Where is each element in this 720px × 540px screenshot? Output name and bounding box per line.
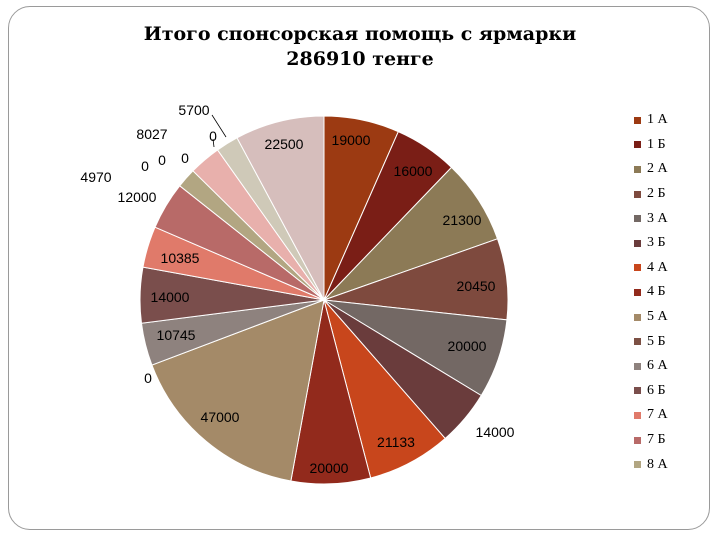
data-label-5: 20000	[448, 338, 487, 354]
leader-line-21	[211, 114, 227, 138]
data-label-2: 16000	[394, 163, 433, 179]
legend-item-5: 3 А	[634, 206, 714, 231]
legend-item-7: 4 А	[634, 256, 714, 281]
legend-swatch	[634, 313, 641, 321]
leader-line-20	[212, 138, 215, 148]
legend-swatch	[634, 264, 641, 272]
data-label-12: 14000	[151, 289, 190, 305]
data-label-17: 0	[158, 152, 166, 168]
data-label-22: 22500	[265, 136, 304, 152]
legend-swatch	[634, 116, 641, 124]
chart-title-line-2: 286910 тенге	[286, 48, 434, 70]
legend-label: 1 А	[647, 112, 668, 128]
legend-label: 5 Б	[647, 333, 666, 349]
legend-swatch	[634, 190, 641, 198]
legend-item-11: 6 А	[634, 354, 714, 379]
legend-swatch	[634, 387, 641, 395]
legend-item-3: 2 А	[634, 157, 714, 182]
legend-label: 3 А	[647, 210, 668, 226]
data-label-20: 0	[209, 128, 217, 144]
legend-item-4: 2 Б	[634, 182, 714, 207]
legend-label: 8 А	[647, 456, 668, 472]
data-label-13: 10385	[161, 250, 200, 266]
data-label-7: 21133	[377, 434, 415, 450]
legend-swatch	[634, 362, 641, 370]
legend-label: 7 А	[647, 407, 668, 423]
data-label-8: 20000	[310, 460, 349, 476]
legend-item-6: 3 Б	[634, 231, 714, 256]
legend-item-2: 1 Б	[634, 133, 714, 158]
legend-label: 1 Б	[647, 136, 666, 152]
legend-item-12: 6 Б	[634, 379, 714, 404]
legend-item-10: 5 Б	[634, 329, 714, 354]
legend-swatch	[634, 436, 641, 444]
legend-label: 2 А	[647, 161, 668, 177]
legend-label: 6 А	[647, 358, 668, 374]
data-label-11: 10745	[157, 327, 196, 343]
legend-label: 5 А	[647, 309, 668, 325]
legend-label: 2 Б	[647, 186, 666, 202]
legend-swatch	[634, 288, 641, 296]
data-label-18: 0	[181, 150, 189, 166]
data-label-19: 8027	[136, 126, 167, 142]
data-label-6: 14000	[476, 424, 515, 440]
legend-swatch	[634, 461, 641, 469]
legend-label: 3 Б	[647, 235, 666, 251]
legend-label: 4 Б	[647, 284, 666, 300]
data-label-1: 19000	[332, 132, 371, 148]
pie-slice-22	[236, 115, 325, 301]
data-label-10: 0	[144, 370, 152, 386]
chart-title: Итого спонсорская помощь с ярмарки 28691…	[0, 22, 720, 72]
legend-swatch	[634, 338, 641, 346]
legend-label: 4 А	[647, 259, 668, 275]
legend-label: 7 Б	[647, 432, 666, 448]
data-label-16: 0	[141, 158, 149, 174]
chart-title-line-1: Итого спонсорская помощь с ярмарки	[143, 23, 577, 45]
legend-item-1: 1 А	[634, 108, 714, 133]
data-label-21: 5700	[178, 102, 209, 118]
legend-swatch	[634, 165, 641, 173]
legend-item-9: 5 А	[634, 305, 714, 330]
chart-legend: 1 А 1 Б 2 А 2 Б 3 А 3 Б 4 А 4 Б 5 А 5 Б 6 А 6 Б 7 А 7…	[634, 108, 714, 477]
legend-swatch	[634, 141, 641, 149]
data-label-14: 12000	[118, 189, 157, 205]
legend-item-15: 8 А	[634, 452, 714, 477]
data-label-3: 21300	[443, 212, 482, 228]
legend-item-14: 7 Б	[634, 428, 714, 453]
pie-slice-9	[151, 299, 325, 482]
legend-item-13: 7 А	[634, 403, 714, 428]
legend-swatch	[634, 239, 641, 247]
legend-swatch	[634, 215, 641, 223]
legend-item-8: 4 Б	[634, 280, 714, 305]
data-label-4: 20450	[457, 278, 496, 294]
data-label-15: 4970	[80, 169, 111, 185]
legend-label: 6 Б	[647, 382, 666, 398]
data-label-9: 47000	[201, 409, 240, 425]
legend-swatch	[634, 411, 641, 419]
